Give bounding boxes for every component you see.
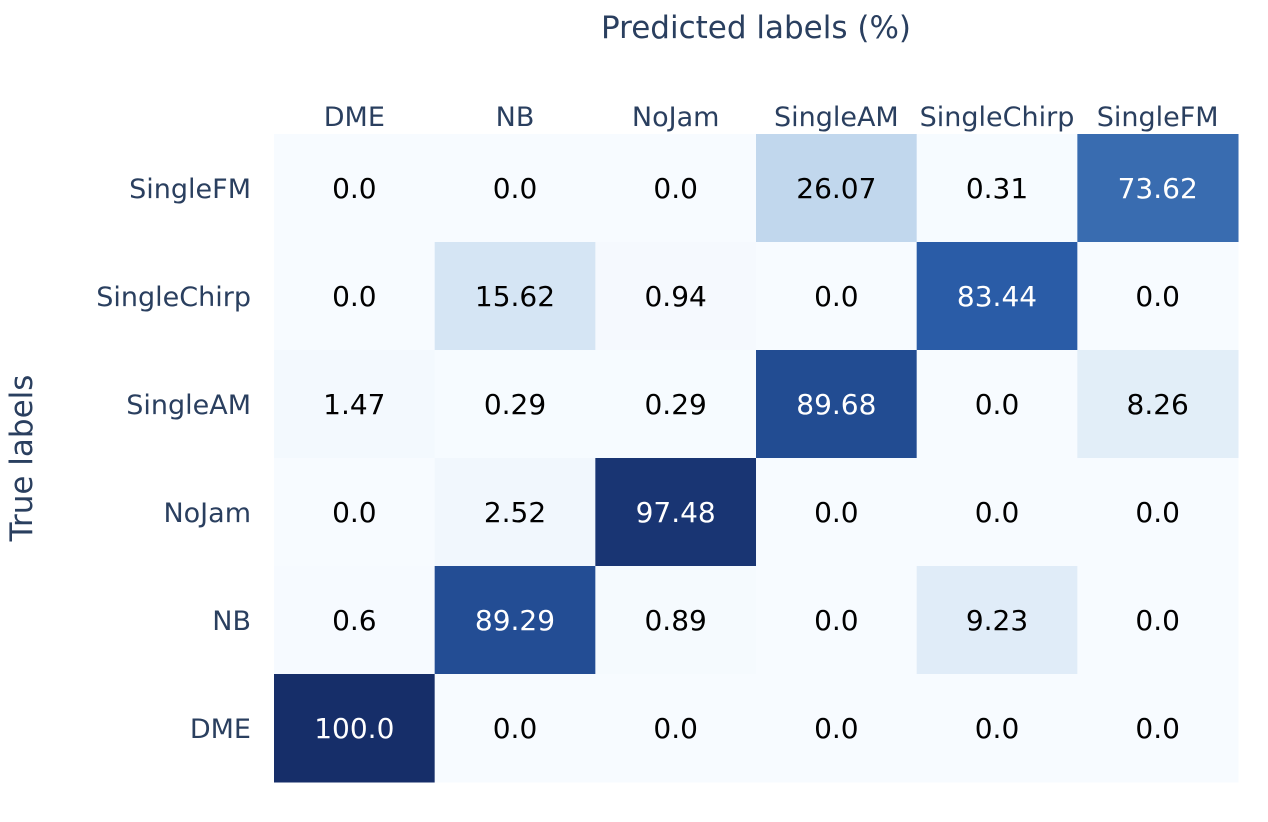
heatmap-cell: [595, 566, 757, 675]
heatmap-cell: [434, 242, 596, 351]
heatmap-cell: [916, 134, 1078, 243]
cell-value-label: 0.0: [814, 604, 859, 637]
heatmap-cell: [1077, 350, 1239, 459]
heatmap-cell: [595, 458, 757, 567]
cell-value-label: 26.07: [796, 172, 876, 205]
heatmap-cell: [595, 350, 757, 459]
cell-value-label: 0.0: [1135, 604, 1180, 637]
heatmap-cell: [916, 350, 1078, 459]
cell-value-label: 100.0: [314, 712, 394, 745]
cell-value-label: 73.62: [1118, 172, 1198, 205]
cell-value-label: 0.6: [332, 604, 377, 637]
heatmap-cell: [274, 134, 436, 243]
heatmap-cell: [274, 458, 436, 567]
cell-value-label: 0.0: [814, 496, 859, 529]
heatmap-cell: [756, 566, 918, 675]
heatmap-cell: [1077, 242, 1239, 351]
y-tick-label: NB: [212, 606, 251, 637]
heatmap-cell: [595, 134, 757, 243]
x-tick-label: SingleChirp: [920, 102, 1075, 133]
cell-value-label: 0.0: [332, 496, 377, 529]
y-tick-label: SingleFM: [129, 174, 251, 205]
y-tick-label: SingleChirp: [96, 282, 251, 313]
heatmap-cell: [756, 674, 918, 783]
cell-value-label: 8.26: [1127, 388, 1189, 421]
cell-value-label: 0.0: [1135, 496, 1180, 529]
cell-value-label: 89.29: [475, 604, 555, 637]
cell-value-label: 0.0: [1135, 280, 1180, 313]
cell-value-label: 1.47: [323, 388, 385, 421]
x-tick-label: DME: [324, 102, 385, 133]
cell-value-label: 0.0: [332, 280, 377, 313]
y-axis-ticks: SingleFM SingleChirp SingleAM NoJam NB DME: [96, 174, 251, 745]
heatmap-cell: [1077, 674, 1239, 783]
heatmap-cell: [1077, 134, 1239, 243]
cell-value-label: 15.62: [475, 280, 555, 313]
heatmap-cell: [916, 458, 1078, 567]
cell-value-label: 97.48: [636, 496, 716, 529]
x-tick-label: NB: [496, 102, 535, 133]
cell-value-label: 0.0: [653, 172, 698, 205]
cell-value-label: 0.0: [1135, 712, 1180, 745]
heatmap-cell: [756, 242, 918, 351]
heatmap-cell: [274, 350, 436, 459]
cell-value-label: 0.0: [975, 496, 1020, 529]
cell-value-label: 0.0: [493, 712, 538, 745]
cell-value-label: 83.44: [957, 280, 1037, 313]
heatmap-cell: [434, 134, 596, 243]
heatmap-cell: [595, 674, 757, 783]
cell-value-label: 0.89: [644, 604, 706, 637]
cell-value-label: 0.29: [644, 388, 706, 421]
x-axis-title: Predicted labels (%): [601, 10, 911, 46]
cell-value-label: 0.29: [484, 388, 546, 421]
heatmap-cell: [756, 458, 918, 567]
cell-value-label: 0.0: [653, 712, 698, 745]
cell-value-label: 9.23: [966, 604, 1028, 637]
heatmap-cell: [756, 350, 918, 459]
y-axis-title: True labels: [4, 375, 40, 543]
cell-value-label: 0.0: [493, 172, 538, 205]
heatmap-cell: [434, 674, 596, 783]
cell-value-label: 2.52: [484, 496, 546, 529]
cell-value-label: 0.0: [975, 388, 1020, 421]
heatmap-cell: [274, 566, 436, 675]
cell-value-label: 89.68: [796, 388, 876, 421]
heatmap-cells: [274, 134, 1239, 783]
heatmap-cell-labels: 0.0 0.0 0.0 26.07 0.31 73.62 0.0 15.62 0.94 0.0 83…: [314, 172, 1198, 745]
heatmap-cell: [434, 458, 596, 567]
heatmap-cell: [1077, 458, 1239, 567]
x-axis-ticks: DME NB NoJam SingleAM SingleChirp SingleFM: [324, 102, 1219, 133]
y-tick-label: SingleAM: [126, 390, 251, 421]
heatmap-cell: [916, 566, 1078, 675]
cell-value-label: 0.0: [975, 712, 1020, 745]
x-tick-label: SingleAM: [774, 102, 899, 133]
cell-value-label: 0.0: [332, 172, 377, 205]
cell-value-label: 0.0: [814, 280, 859, 313]
cell-value-label: 0.94: [644, 280, 706, 313]
cell-value-label: 0.0: [814, 712, 859, 745]
heatmap-cell: [434, 350, 596, 459]
heatmap-cell: [434, 566, 596, 675]
x-tick-label: SingleFM: [1097, 102, 1219, 133]
heatmap-cell: [1077, 566, 1239, 675]
heatmap-cell: [916, 242, 1078, 351]
heatmap-cell: [274, 674, 436, 783]
heatmap-cell: [274, 242, 436, 351]
heatmap-cell: [756, 134, 918, 243]
heatmap-cell: [916, 674, 1078, 783]
x-tick-label: NoJam: [632, 102, 720, 133]
y-tick-label: NoJam: [163, 498, 251, 529]
y-tick-label: DME: [190, 714, 251, 745]
cell-value-label: 0.31: [966, 172, 1028, 205]
heatmap-cell: [595, 242, 757, 351]
